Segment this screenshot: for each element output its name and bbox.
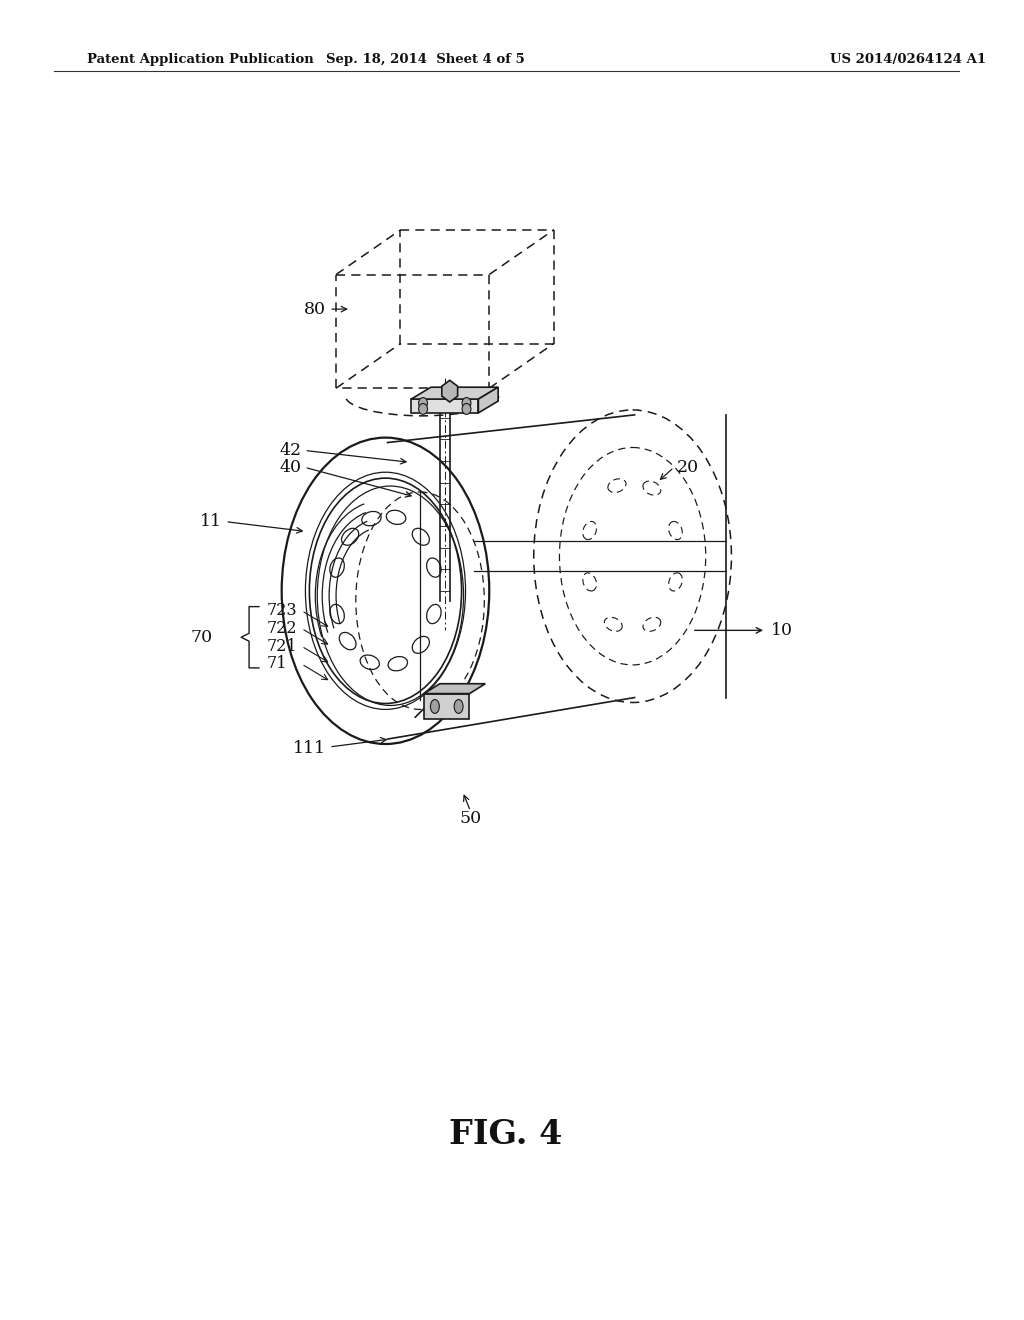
Text: FIG. 4: FIG. 4 (450, 1118, 563, 1151)
Text: Patent Application Publication: Patent Application Publication (87, 53, 313, 66)
Ellipse shape (462, 404, 471, 414)
Polygon shape (441, 380, 458, 403)
Text: 723: 723 (267, 602, 298, 619)
Ellipse shape (419, 404, 427, 414)
Polygon shape (412, 399, 478, 413)
Text: US 2014/0264124 A1: US 2014/0264124 A1 (830, 53, 986, 66)
Polygon shape (412, 387, 498, 399)
Text: 111: 111 (293, 741, 327, 758)
Text: 721: 721 (267, 638, 298, 655)
Ellipse shape (455, 700, 463, 713)
Text: 11: 11 (201, 513, 222, 531)
Polygon shape (478, 387, 498, 413)
Polygon shape (424, 684, 485, 693)
Polygon shape (424, 693, 469, 719)
Text: 71: 71 (267, 656, 288, 672)
Text: 10: 10 (771, 622, 793, 639)
Text: Sep. 18, 2014  Sheet 4 of 5: Sep. 18, 2014 Sheet 4 of 5 (326, 53, 524, 66)
Text: 50: 50 (460, 809, 481, 826)
Text: 42: 42 (280, 442, 301, 459)
Text: 80: 80 (304, 301, 327, 318)
Ellipse shape (430, 700, 439, 713)
Text: 70: 70 (190, 628, 213, 645)
Ellipse shape (462, 397, 471, 408)
Ellipse shape (419, 397, 427, 408)
Text: 40: 40 (280, 459, 301, 475)
Text: 20: 20 (677, 459, 699, 475)
Text: 722: 722 (267, 620, 297, 636)
